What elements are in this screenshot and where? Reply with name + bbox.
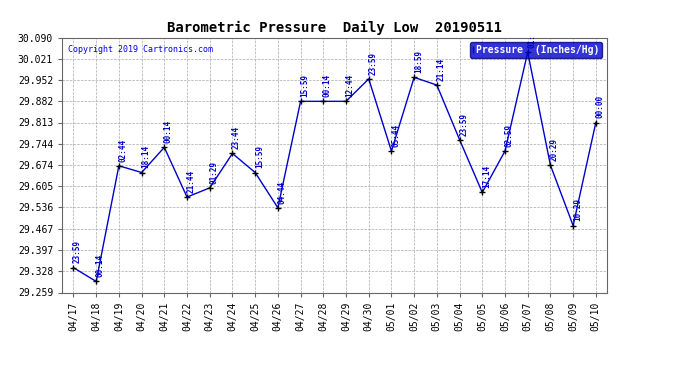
Text: 17:14: 17:14 (482, 165, 491, 188)
Legend: Pressure  (Inches/Hg): Pressure (Inches/Hg) (470, 42, 602, 58)
Text: 18:59: 18:59 (414, 50, 423, 73)
Text: 23:59: 23:59 (460, 112, 469, 135)
Text: 01:: 01: (527, 34, 536, 48)
Text: 04:44: 04:44 (277, 180, 286, 204)
Text: 15:59: 15:59 (255, 145, 264, 168)
Text: 02:44: 02:44 (119, 138, 128, 162)
Text: 18:14: 18:14 (141, 145, 150, 168)
Text: 21:14: 21:14 (437, 58, 446, 81)
Text: 05:44: 05:44 (391, 124, 400, 147)
Text: 20:29: 20:29 (550, 138, 559, 161)
Text: 21:44: 21:44 (187, 170, 196, 193)
Text: 10:29: 10:29 (573, 198, 582, 222)
Title: Barometric Pressure  Daily Low  20190511: Barometric Pressure Daily Low 20190511 (167, 21, 502, 35)
Text: 00:14: 00:14 (164, 120, 173, 143)
Text: 23:44: 23:44 (232, 126, 241, 149)
Text: 23:59: 23:59 (368, 52, 377, 75)
Text: 00:00: 00:00 (595, 95, 604, 118)
Text: 23:59: 23:59 (73, 240, 82, 264)
Text: 00:14: 00:14 (323, 74, 332, 97)
Text: Copyright 2019 Cartronics.com: Copyright 2019 Cartronics.com (68, 45, 213, 54)
Text: 12:44: 12:44 (346, 74, 355, 97)
Text: 00:14: 00:14 (96, 254, 105, 277)
Text: 02:59: 02:59 (504, 124, 513, 147)
Text: 01:29: 01:29 (209, 160, 219, 184)
Text: 15:59: 15:59 (300, 74, 309, 97)
